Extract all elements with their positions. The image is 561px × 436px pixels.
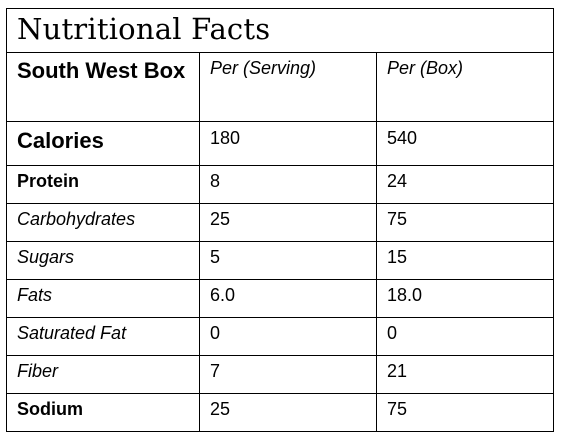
value-per-serving: 25 [199,203,377,242]
column-header-per-serving: Per (Serving) [199,52,377,122]
row-label: Sodium [6,393,200,432]
value-per-serving: 180 [199,121,377,166]
table-row-fats: Fats 6.0 18.0 [6,279,554,318]
value-per-serving: 5 [199,241,377,280]
value-per-box: 24 [376,165,554,204]
product-name: South West Box [6,52,200,122]
table-row-carbohydrates: Carbohydrates 25 75 [6,203,554,242]
row-label: Carbohydrates [6,203,200,242]
nutrition-table: Nutritional Facts South West Box Per (Se… [6,8,554,432]
table-row-protein: Protein 8 24 [6,165,554,204]
row-label: Protein [6,165,200,204]
value-per-box: 75 [376,393,554,432]
value-per-serving: 8 [199,165,377,204]
value-per-box: 18.0 [376,279,554,318]
table-row-fiber: Fiber 7 21 [6,355,554,394]
title-row: Nutritional Facts [6,8,554,53]
value-per-box: 15 [376,241,554,280]
table-row-calories: Calories 180 540 [6,121,554,166]
row-label: Fiber [6,355,200,394]
row-label: Calories [6,121,200,166]
table-title: Nutritional Facts [6,8,554,53]
value-per-serving: 6.0 [199,279,377,318]
table-row-sugars: Sugars 5 15 [6,241,554,280]
table-row-saturated-fat: Saturated Fat 0 0 [6,317,554,356]
header-row: South West Box Per (Serving) Per (Box) [6,52,554,122]
value-per-box: 21 [376,355,554,394]
table-row-sodium: Sodium 25 75 [6,393,554,432]
value-per-box: 75 [376,203,554,242]
value-per-serving: 0 [199,317,377,356]
column-header-per-box: Per (Box) [376,52,554,122]
value-per-box: 540 [376,121,554,166]
value-per-box: 0 [376,317,554,356]
row-label: Sugars [6,241,200,280]
row-label: Saturated Fat [6,317,200,356]
row-label: Fats [6,279,200,318]
value-per-serving: 7 [199,355,377,394]
value-per-serving: 25 [199,393,377,432]
